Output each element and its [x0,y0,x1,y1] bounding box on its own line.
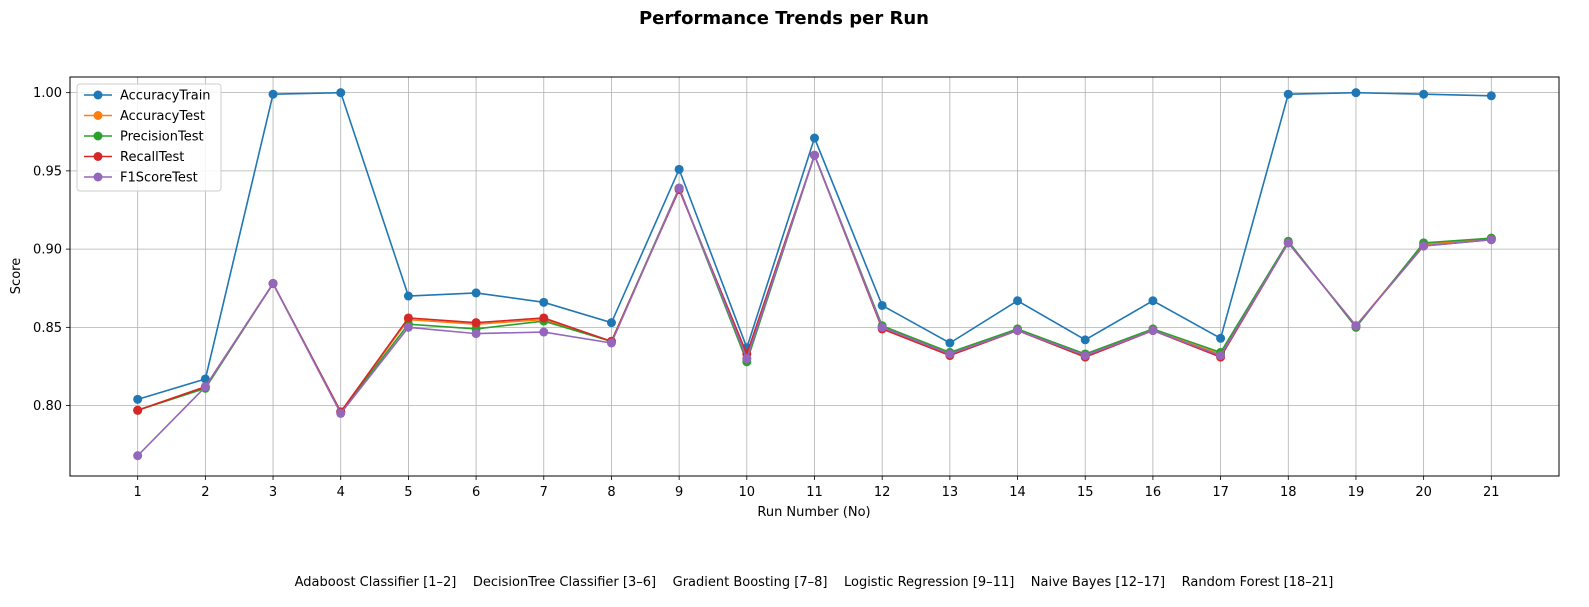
legend-item: AccuracyTrain [84,89,211,104]
legend-swatch-marker [93,90,103,100]
x-tick-label: 11 [806,485,823,500]
data-point [810,133,819,143]
data-point [1216,333,1226,343]
data-point [1148,296,1158,306]
x-tick-label: 19 [1348,485,1365,500]
y-tick-label: 0.95 [33,164,62,179]
legend-label: RecallTest [120,150,184,165]
data-point [200,382,210,392]
y-axis-label: Score [9,258,24,294]
grid [70,77,1559,476]
data-point [810,150,819,160]
x-tick-label: 14 [1009,485,1026,500]
x-tick-label: 21 [1483,485,1500,500]
x-tick-label: 9 [675,485,683,500]
data-point [133,394,143,404]
data-point [471,329,481,339]
data-point [1148,325,1158,335]
y-tick-label: 1.00 [33,86,62,101]
data-point [1080,335,1090,345]
y-axis: 0.80 0.85 0.90 0.95 1.00 [33,86,70,414]
legend-item: AccuracyTest [84,109,205,124]
x-axis: 1 2 3 4 5 6 7 8 9 10 11 12 13 14 15 16 17 18 19 20 21 [134,476,1500,500]
model-groups-footnote: Adaboost Classifier [1–2] DecisionTree C… [295,575,1334,590]
x-axis-label: Run Number (No) [757,505,870,520]
legend-item: PrecisionTest [84,130,204,145]
data-point [200,374,210,384]
legend-label: PrecisionTest [120,130,204,145]
data-point [133,451,143,461]
data-point [539,297,549,307]
data-point [1216,351,1226,361]
legend-item: F1ScoreTest [84,171,198,186]
data-point [674,183,684,193]
legend-swatch-marker [93,152,103,161]
data-point [471,318,481,328]
legend-swatch-marker [93,131,103,141]
legend-label: AccuracyTest [120,109,205,124]
data-point [1283,238,1293,248]
data-point [133,405,143,415]
x-tick-label: 17 [1212,485,1229,500]
x-tick-label: 20 [1415,485,1432,500]
data-point [1419,241,1429,251]
y-tick-label: 0.90 [33,243,62,258]
data-point [945,349,955,359]
legend-swatch-marker [93,111,103,120]
x-tick-label: 8 [607,485,615,500]
data-point [539,327,549,337]
data-point [674,164,684,174]
legend-box [76,83,222,192]
y-tick-label: 0.80 [33,399,62,414]
data-point [403,322,413,332]
x-tick-label: 5 [404,485,412,500]
data-point [1486,91,1496,101]
data-point [1351,321,1361,331]
legend-label: F1ScoreTest [120,171,198,186]
data-point [268,279,278,289]
data-point [268,89,278,99]
x-tick-label: 18 [1280,485,1297,500]
data-point [336,88,346,98]
legend-swatch-marker [93,172,103,182]
x-tick-label: 1 [134,485,142,500]
x-tick-label: 15 [1077,485,1094,500]
data-point [1351,88,1361,98]
x-tick-label: 16 [1145,485,1162,500]
x-tick-label: 2 [201,485,209,500]
series-F1ScoreTest [133,150,1496,461]
data-point [471,288,481,298]
legend: AccuracyTrain AccuracyTest PrecisionTest Re… [76,83,222,192]
data-point [742,354,752,364]
data-point [539,313,549,323]
data-point [606,318,616,328]
data-point [403,313,413,323]
data-point [877,300,887,310]
chart-title: Performance Trends per Run [639,8,929,29]
legend-label: AccuracyTrain [120,89,211,104]
x-tick-label: 3 [269,485,277,500]
data-point [336,408,346,418]
data-point [1283,89,1293,99]
data-point [403,291,413,301]
data-point [1013,325,1023,335]
x-tick-label: 13 [942,485,959,500]
data-point [945,338,955,348]
data-point [877,322,887,332]
legend-item: RecallTest [84,150,184,165]
y-tick-label: 0.85 [33,321,62,336]
data-point [1013,296,1023,306]
x-tick-label: 10 [739,485,756,500]
data-point [1486,235,1496,245]
data-point [1080,351,1090,361]
data-point [1419,89,1429,99]
x-tick-label: 12 [874,485,891,500]
x-tick-label: 4 [337,485,345,500]
data-point [606,338,616,348]
x-tick-label: 6 [472,485,480,500]
series-layer [133,88,1496,461]
x-tick-label: 7 [540,485,548,500]
